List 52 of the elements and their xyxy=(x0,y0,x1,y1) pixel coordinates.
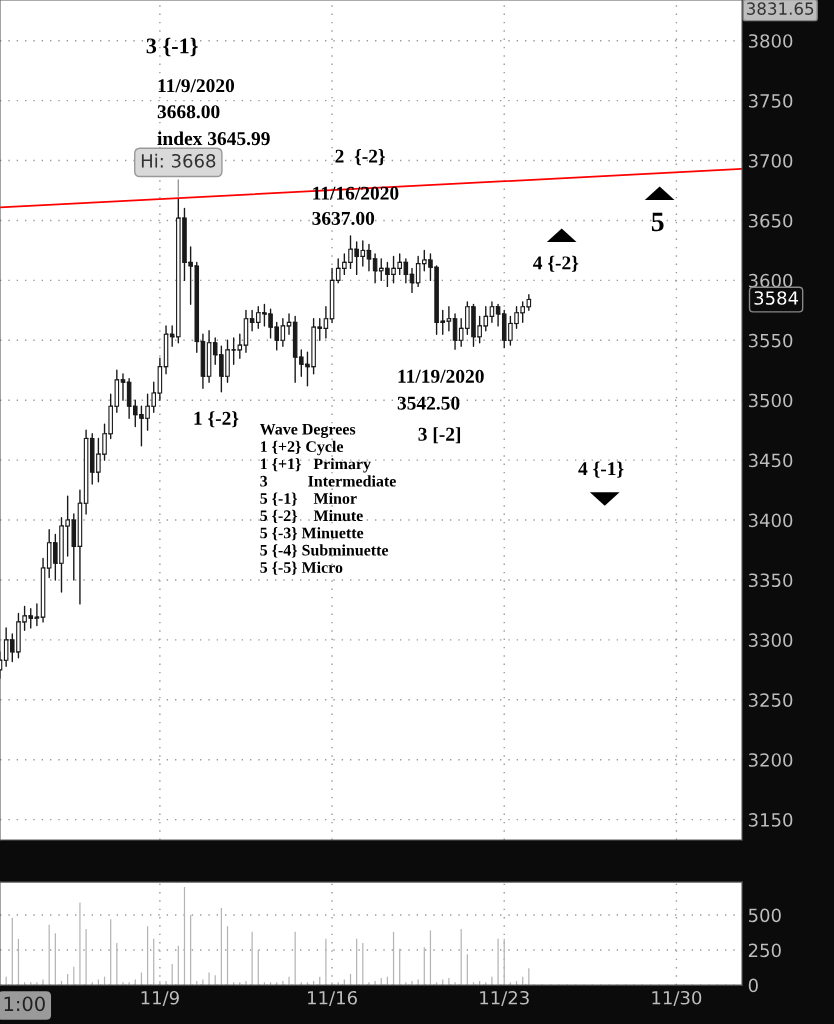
annotation: 1 {-2} xyxy=(194,411,239,428)
y-tick-label: 3250 xyxy=(748,693,793,707)
candlestick xyxy=(372,253,378,284)
x-tick-label: 11/23 xyxy=(480,990,529,1007)
y-tick-label: 3200 xyxy=(748,753,793,767)
annotation: index 3645.99 xyxy=(157,131,270,146)
annotation: Hi: 3668 xyxy=(141,153,216,168)
annotation: 3542.50 xyxy=(397,396,460,410)
annotation: 3668.00 xyxy=(157,105,220,119)
candlestick xyxy=(489,301,495,324)
candlestick xyxy=(157,357,163,401)
candlestick xyxy=(120,373,126,401)
annotation: 11/16/2020 xyxy=(313,186,399,200)
candlestick xyxy=(249,309,255,332)
text: 3831.65 xyxy=(746,2,814,15)
candlestick xyxy=(286,313,292,336)
y-tick-label: 3650 xyxy=(748,213,793,228)
y-tick-label: 3300 xyxy=(748,633,793,647)
y-tick-label: 3600 xyxy=(748,273,793,288)
annotation: 4 {-1} xyxy=(578,461,624,478)
y-tick-label: 3350 xyxy=(748,573,793,588)
y-tick-label: 3450 xyxy=(748,453,793,468)
text: 1:00 xyxy=(4,996,45,1012)
y-tick-label: 500 xyxy=(748,908,781,923)
x-tick-label: 11/30 xyxy=(652,990,702,1007)
candlestick xyxy=(495,303,501,327)
y-tick-label: 3800 xyxy=(748,34,793,48)
y-tick-label: 3700 xyxy=(748,154,793,168)
annotation: 11/19/2020 xyxy=(398,369,484,383)
x-tick-label: 11/16 xyxy=(308,990,357,1007)
y-tick-label: 3150 xyxy=(748,813,793,827)
x-tick-label: 11/9 xyxy=(141,990,179,1007)
candlestick xyxy=(446,306,452,332)
text: Wave Degrees 1 {+2} Cycle 1 {+1} Primary 3 Intermediate 5 {-1} Minor 5 {-2} Minute 5 {-3} Minuette 5 {-4} Subminuette 5 {-5} Micro xyxy=(259,423,396,575)
y-tick-label: 250 xyxy=(748,943,781,958)
y-tick-label: 3550 xyxy=(748,333,793,348)
y-tick-label: 0 xyxy=(748,978,758,993)
candlestick xyxy=(34,603,40,627)
annotation: 3 [-2] xyxy=(418,427,461,444)
annotation: 5 xyxy=(651,212,664,232)
y-tick-label: 3400 xyxy=(748,513,793,528)
candlestick xyxy=(243,309,249,353)
text: 3584 xyxy=(754,291,799,305)
annotation: 3637.00 xyxy=(312,211,375,226)
y-tick-label: 3750 xyxy=(748,94,793,108)
y-tick-label: 3500 xyxy=(748,393,793,408)
annotation: 3 {-1} xyxy=(146,37,198,57)
annotation: 2 {-2} xyxy=(335,149,385,166)
annotation: 11/9/2020 xyxy=(158,79,235,93)
annotation: 4 {-2} xyxy=(533,255,579,272)
candlestick xyxy=(452,313,458,350)
candlestick xyxy=(323,306,329,339)
